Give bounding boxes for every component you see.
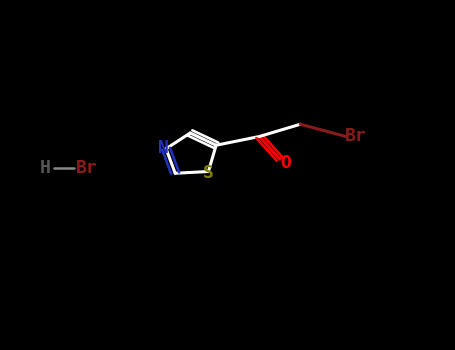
- Text: H: H: [40, 159, 51, 177]
- Text: S: S: [203, 163, 214, 182]
- Text: O: O: [280, 154, 291, 173]
- Text: Br: Br: [345, 127, 367, 145]
- Text: Br: Br: [76, 159, 97, 177]
- Text: N: N: [158, 139, 169, 157]
